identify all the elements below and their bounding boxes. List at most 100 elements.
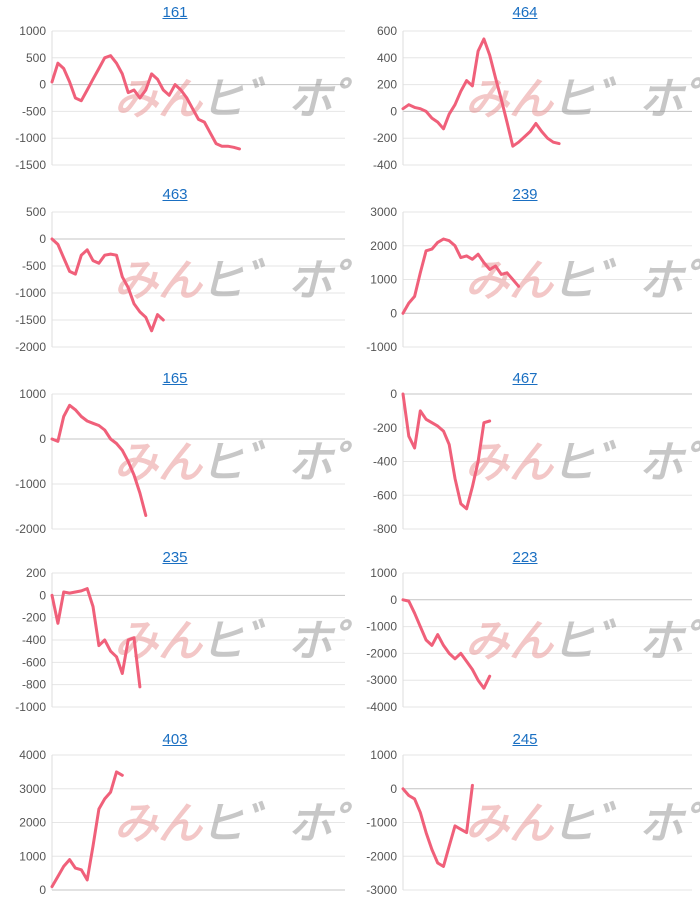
watermark-logo: みんヒ゛ホ゜: [114, 617, 376, 666]
data-point: [407, 599, 410, 603]
y-tick-label: 0: [39, 232, 46, 246]
data-point: [85, 248, 89, 251]
data-point: [168, 94, 171, 97]
y-tick-label: -2000: [15, 340, 46, 354]
data-point: [85, 587, 89, 590]
data-point: [80, 868, 83, 871]
chart-title-link[interactable]: 467: [512, 370, 538, 387]
y-tick-label: 0: [390, 104, 397, 118]
data-point: [138, 96, 142, 100]
data-point: [552, 141, 555, 144]
line-chart: 3000 2000 1000 0 -1000 みんヒ゛ホ゜: [366, 205, 700, 354]
data-point: [540, 130, 543, 133]
data-point: [91, 605, 95, 608]
watermark-logo: みんヒ゛ホ゜: [114, 800, 376, 849]
chart-title-link[interactable]: 239: [512, 186, 538, 203]
data-point: [209, 131, 212, 135]
data-point: [465, 660, 468, 663]
data-point: [214, 142, 218, 145]
data-point: [144, 514, 147, 517]
line-chart: 200 0 -200 -400 -600 -800 -1000 みんヒ゛ホ゜: [15, 566, 376, 714]
data-point: [442, 865, 445, 868]
y-tick-label: 0: [390, 387, 397, 401]
data-point: [109, 252, 112, 256]
data-point: [138, 491, 142, 495]
data-point: [121, 672, 124, 675]
data-point: [557, 142, 561, 145]
data-point: [232, 146, 235, 149]
chart-title-link[interactable]: 223: [512, 549, 538, 566]
data-point: [103, 638, 106, 642]
data-point: [162, 318, 165, 322]
chart-title-link[interactable]: 463: [162, 186, 188, 203]
svg-text:ヒ゛ホ゜: ヒ゛ホ゜: [200, 75, 376, 124]
data-point: [103, 254, 106, 257]
data-point: [85, 88, 89, 92]
data-point: [62, 256, 65, 260]
chart-title-link[interactable]: 464: [512, 4, 538, 21]
y-tick-label: 0: [39, 883, 46, 897]
series-line: [401, 598, 492, 690]
chart-panel: 403 4000 3000 2000 1000 0 みん ヒ゛ホ゜: [0, 727, 376, 904]
data-point: [482, 687, 486, 690]
data-point: [436, 861, 439, 865]
data-point: [85, 878, 89, 882]
data-point: [430, 116, 434, 120]
svg-text:ヒ゛ホ゜: ヒ゛ホ゜: [200, 439, 376, 488]
chart-panel: 464 600 400 200 0 -200 -400 みんヒ゛ホ゜: [350, 0, 700, 179]
data-point: [413, 797, 416, 801]
svg-text:ヒ゛ホ゜: ヒ゛ホ゜: [200, 800, 376, 849]
chart-panel: 165 1000 0 -1000 -2000 みん ヒ゛ホ゜: [0, 366, 376, 543]
y-tick-label: 1000: [370, 273, 397, 287]
y-tick-label: -600: [373, 488, 397, 502]
chart-title-link[interactable]: 235: [162, 549, 188, 566]
svg-text:ヒ゛ホ゜: ヒ゛ホ゜: [200, 617, 376, 666]
line-chart: 1000 0 -1000 -2000 -3000 みんヒ゛ホ゜: [366, 748, 700, 897]
data-point: [191, 107, 194, 110]
data-point: [419, 625, 422, 628]
data-point: [115, 442, 118, 445]
y-tick-label: 400: [377, 51, 397, 65]
watermark-logo: みんヒ゛ホ゜: [465, 800, 700, 849]
data-point: [115, 655, 118, 658]
chart-panel: 239 3000 2000 1000 0 -1000 みんヒ゛ホ゜: [350, 182, 700, 361]
data-point: [115, 254, 118, 257]
series-line: [401, 783, 474, 868]
data-point: [430, 644, 434, 647]
y-tick-label: 2000: [19, 816, 46, 830]
data-point: [430, 848, 434, 851]
data-point: [453, 824, 457, 828]
data-point: [109, 790, 112, 794]
data-point: [459, 502, 462, 505]
watermark-logo: みんヒ゛ホ゜: [114, 439, 376, 488]
data-point: [50, 885, 54, 888]
data-point: [442, 429, 445, 433]
y-tick-label: -1000: [366, 816, 397, 830]
series-line: [401, 37, 561, 148]
data-point: [132, 302, 136, 305]
y-tick-label: 3000: [370, 205, 397, 219]
y-tick-label: 1000: [19, 24, 46, 38]
data-point: [62, 415, 65, 418]
chart-title-link[interactable]: 165: [162, 370, 188, 387]
data-point: [68, 591, 71, 595]
series-line: [50, 587, 142, 689]
data-point: [97, 67, 101, 70]
data-point: [413, 295, 416, 298]
chart-title-link[interactable]: 403: [162, 731, 188, 748]
data-point: [103, 797, 106, 801]
y-tick-label: -1000: [15, 131, 46, 145]
line-chart: 600 400 200 0 -200 -400 みんヒ゛ホ゜: [373, 24, 700, 172]
chart-title-link[interactable]: 245: [512, 731, 538, 748]
data-point: [448, 652, 451, 655]
y-tick-label: -2000: [366, 849, 397, 863]
data-point: [80, 99, 83, 102]
data-point: [74, 866, 77, 870]
data-point: [465, 831, 468, 834]
data-point: [62, 865, 65, 868]
data-point: [50, 437, 54, 441]
data-point: [534, 122, 538, 125]
y-tick-label: 500: [26, 51, 46, 65]
data-point: [401, 392, 405, 396]
chart-title-link[interactable]: 161: [162, 4, 188, 21]
